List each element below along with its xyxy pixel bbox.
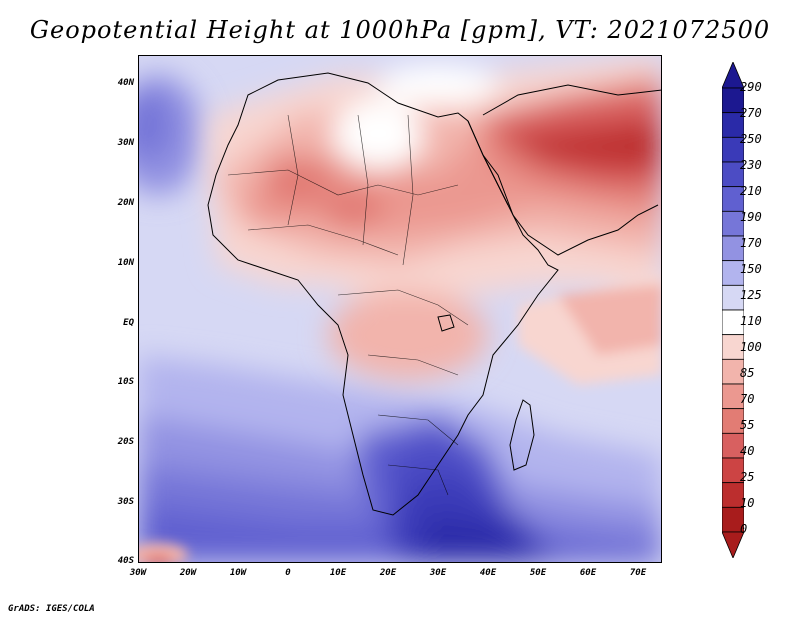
map-panel (138, 55, 662, 563)
lon-label-20w: 20W (179, 568, 197, 578)
indian-ocean-region (138, 275, 662, 563)
colorbar (722, 62, 744, 558)
grads-credit: GrADS: IGES/COLA (8, 604, 95, 614)
lat-label-30s: 30S (117, 497, 134, 507)
lon-label-30e: 30E (429, 568, 447, 578)
colorbar-label: 150 (740, 262, 762, 276)
high-height-region (208, 55, 662, 380)
border-layer (227, 114, 469, 496)
lon-label-20e: 20E (379, 568, 397, 578)
lon-label-10w: 10W (229, 568, 247, 578)
arabia-coastline (482, 84, 662, 256)
lon-label-0: 0 (285, 568, 291, 578)
lon-label-30w: 30W (129, 568, 147, 578)
colorbar-label: 70 (740, 392, 755, 406)
lon-label-70e: 70E (629, 568, 647, 578)
colorbar-label: 0 (740, 522, 748, 536)
height-field-map (138, 55, 662, 563)
lon-label-10e: 10E (329, 568, 347, 578)
colorbar-label: 270 (740, 106, 762, 120)
lat-label-40s: 40S (117, 556, 134, 566)
lon-label-40e: 40E (479, 568, 497, 578)
madagascar-coastline (509, 399, 535, 471)
colorbar-bottom-arrow (722, 531, 744, 558)
lon-label-50e: 50E (529, 568, 547, 578)
colorbar-label: 100 (740, 340, 762, 354)
colorbar-label: 190 (740, 210, 762, 224)
lat-label-30n: 30N (117, 138, 134, 148)
lake-victoria (437, 314, 455, 332)
colorbar-label: 110 (740, 314, 762, 328)
colorbar-label: 210 (740, 184, 762, 198)
lat-label-10n: 10N (117, 258, 134, 268)
lon-label-60e: 60E (579, 568, 597, 578)
lat-label-40n: 40N (117, 78, 134, 88)
colorbar-label: 170 (740, 236, 762, 250)
low-height-region (138, 75, 662, 563)
colorbar-label: 10 (740, 496, 755, 510)
colorbar-label: 25 (740, 470, 755, 484)
colorbar-label: 290 (740, 80, 762, 94)
map-title: Geopotential Height at 1000hPa [gpm], VT… (29, 16, 771, 44)
coastline-layer (207, 72, 662, 516)
lat-label-10s: 10S (117, 377, 134, 387)
colorbar-label: 40 (740, 444, 755, 458)
lat-label-eq: EQ (123, 318, 134, 328)
africa-coastline (207, 72, 559, 516)
red-sea-coast (467, 120, 509, 206)
colorbar-label: 250 (740, 132, 762, 146)
colorbar-label: 230 (740, 158, 762, 172)
colorbar-label: 55 (740, 418, 755, 432)
colorbar-label: 85 (740, 366, 755, 380)
lat-label-20s: 20S (117, 437, 134, 447)
colorbar-label: 125 (740, 288, 762, 302)
lat-label-20n: 20N (117, 198, 134, 208)
